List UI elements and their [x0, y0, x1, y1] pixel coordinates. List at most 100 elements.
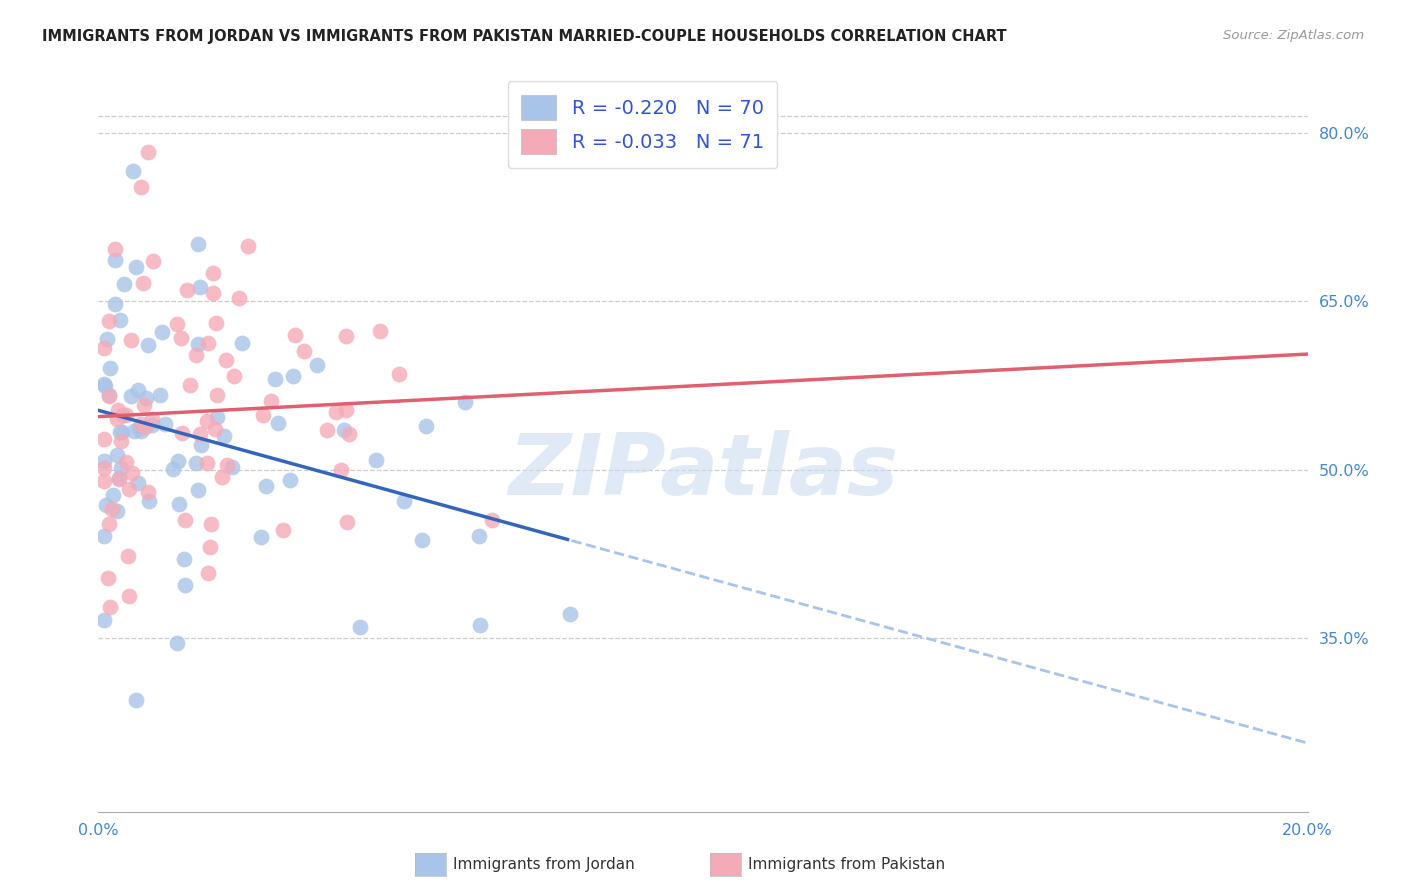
Point	[118, 589, 141, 603]
Point	[141, 412, 163, 426]
Point	[98, 361, 121, 376]
Point	[107, 470, 129, 484]
Point	[205, 388, 228, 402]
Point	[93, 474, 115, 488]
Point	[115, 455, 138, 469]
Point	[176, 284, 198, 298]
Point	[292, 343, 315, 358]
Point	[93, 613, 115, 627]
Point	[167, 454, 190, 468]
Point	[105, 503, 128, 517]
Point	[187, 237, 209, 252]
Point	[254, 479, 277, 493]
Point	[364, 453, 387, 467]
Point	[103, 242, 125, 256]
Point	[481, 512, 503, 526]
Point	[392, 494, 415, 508]
Point	[188, 280, 211, 294]
Point	[222, 369, 245, 384]
Point	[260, 394, 283, 409]
Point	[336, 516, 359, 530]
Point	[284, 328, 307, 343]
Point	[187, 483, 209, 498]
Point	[121, 466, 143, 480]
Point	[169, 331, 191, 345]
Point	[201, 286, 224, 301]
Point	[195, 456, 218, 470]
Point	[467, 529, 489, 543]
Text: Source: ZipAtlas.com: Source: ZipAtlas.com	[1223, 29, 1364, 42]
Point	[388, 368, 411, 382]
Point	[110, 312, 132, 326]
Point	[111, 425, 134, 440]
Text: IMMIGRANTS FROM JORDAN VS IMMIGRANTS FROM PAKISTAN MARRIED-COUPLE HOUSEHOLDS COR: IMMIGRANTS FROM JORDAN VS IMMIGRANTS FRO…	[42, 29, 1007, 44]
Point	[195, 414, 218, 428]
Point	[120, 333, 142, 347]
Point	[93, 341, 115, 355]
Point	[162, 462, 184, 476]
Point	[558, 607, 581, 622]
Text: Immigrants from Pakistan: Immigrants from Pakistan	[748, 857, 945, 871]
Point	[132, 398, 155, 412]
Point	[215, 458, 238, 472]
Point	[215, 352, 238, 367]
Point	[104, 253, 127, 268]
Point	[263, 372, 285, 386]
Point	[93, 432, 115, 446]
Point	[93, 461, 115, 475]
Point	[125, 692, 148, 706]
Point	[335, 403, 357, 417]
Point	[173, 552, 195, 566]
Point	[105, 449, 128, 463]
Point	[132, 276, 155, 290]
Point	[228, 291, 250, 305]
Point	[97, 571, 120, 585]
Point	[211, 470, 233, 484]
Point	[129, 180, 152, 194]
Point	[368, 324, 391, 338]
Point	[111, 408, 134, 422]
Point	[93, 529, 115, 543]
Point	[204, 422, 226, 436]
Point	[107, 412, 129, 426]
Point	[150, 325, 173, 339]
Point	[108, 472, 131, 486]
Point	[135, 391, 157, 405]
Point	[101, 488, 124, 502]
Point	[169, 497, 191, 511]
Point	[115, 408, 138, 422]
Point	[110, 460, 132, 475]
Point	[411, 533, 433, 548]
Point	[104, 297, 127, 311]
Point	[415, 418, 437, 433]
Point	[329, 462, 352, 476]
Point	[128, 420, 150, 434]
Point	[231, 335, 253, 350]
Point	[252, 408, 274, 422]
Point	[454, 395, 477, 409]
Point	[212, 429, 235, 443]
Point	[205, 410, 228, 425]
Point	[94, 379, 117, 393]
Point	[335, 329, 357, 343]
Point	[124, 424, 146, 438]
Point	[468, 618, 491, 632]
Point	[188, 427, 211, 442]
Point	[249, 530, 271, 544]
Point	[267, 417, 290, 431]
Point	[202, 267, 225, 281]
Point	[190, 438, 212, 452]
Point	[94, 498, 117, 512]
Point	[97, 516, 120, 531]
Point	[117, 482, 139, 496]
Point	[142, 253, 165, 268]
Point	[184, 456, 207, 470]
Point	[221, 460, 243, 475]
Point	[110, 434, 132, 449]
Point	[200, 517, 222, 532]
Point	[134, 420, 156, 434]
Point	[129, 424, 152, 438]
Point	[136, 337, 159, 351]
Point	[187, 336, 209, 351]
Point	[273, 524, 295, 538]
